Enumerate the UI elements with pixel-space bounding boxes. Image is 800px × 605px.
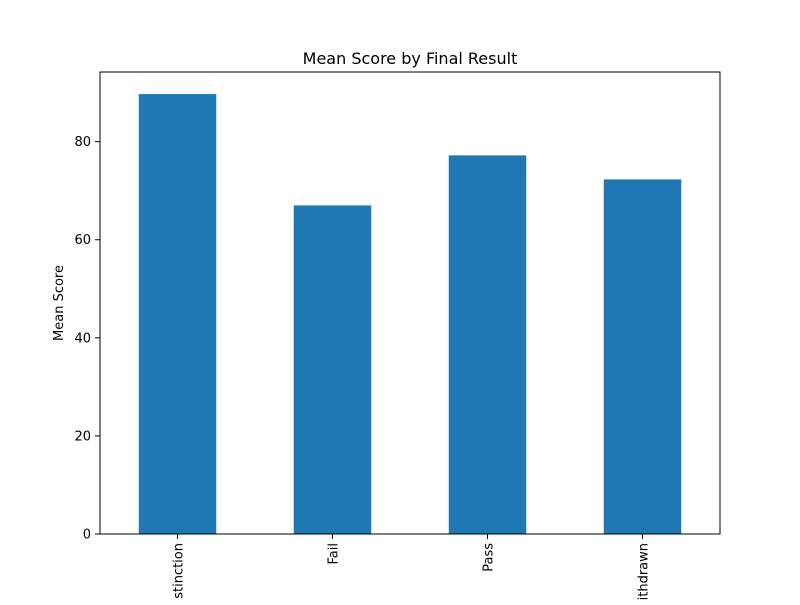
- x-tick-label-withdrawn: Withdrawn: [637, 543, 652, 600]
- bar-withdrawn: [603, 179, 682, 534]
- y-tick-label: 60: [74, 233, 91, 248]
- bar-distinction: [138, 94, 217, 534]
- x-tick-label-pass: Pass: [482, 543, 497, 572]
- bar-pass: [448, 155, 527, 534]
- x-tick-label-distinction: Distinction: [172, 543, 187, 600]
- x-axis: Distinction Fail Pass Withdrawn: [172, 534, 652, 605]
- plot-frame: [99, 71, 721, 535]
- y-tick-label: 80: [74, 135, 91, 150]
- y-tick-label: 0: [83, 528, 91, 543]
- y-tick-label: 40: [74, 331, 91, 346]
- y-axis: 0 20 40 60 80: [74, 135, 100, 543]
- bar-fail: [293, 205, 372, 534]
- plot-area: [99, 71, 721, 535]
- y-tick-label: 20: [74, 429, 91, 444]
- x-tick-label-fail: Fail: [327, 543, 342, 564]
- chart-title: Mean Score by Final Result: [303, 49, 518, 68]
- y-axis-label: Mean Score: [52, 265, 67, 341]
